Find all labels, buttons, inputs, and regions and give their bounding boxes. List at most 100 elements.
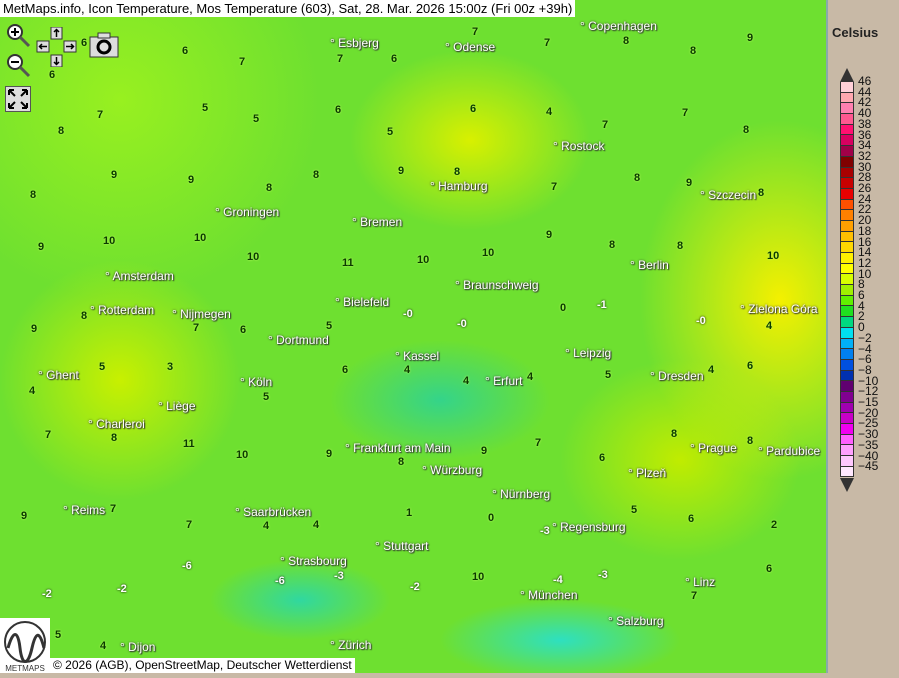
legend-swatch	[840, 349, 854, 360]
legend-unit: Celsius	[832, 25, 879, 40]
legend-swatch	[840, 231, 854, 243]
legend-label: 38	[858, 116, 872, 131]
station-temperature: 4	[263, 520, 270, 532]
station-temperature: 5	[387, 126, 394, 138]
station-temperature: 5	[263, 391, 270, 403]
legend-swatch	[840, 434, 854, 446]
city-label: ° Szczecin	[700, 188, 757, 202]
legend-swatch	[840, 456, 854, 467]
city-label: ° Bremen	[352, 215, 403, 229]
station-temperature: 4	[766, 320, 773, 332]
city-label: ° Reims	[63, 503, 106, 517]
legend-label: 34	[858, 138, 872, 153]
station-temperature: 5	[202, 102, 209, 114]
city-label: ° Prague	[690, 441, 737, 455]
legend-label: 22	[858, 202, 872, 217]
temperature-map[interactable]: ° Esbjerg ° Odense ° Copenhagen ° Rostock ° …	[0, 0, 826, 673]
station-temperature: 9	[546, 229, 553, 241]
station-temperature: -3	[334, 570, 344, 582]
map-title: MetMaps.info, Icon Temperature, Mos Temp…	[0, 0, 576, 17]
legend-label: 32	[858, 148, 872, 163]
legend-swatch	[840, 92, 854, 104]
station-temperature: 10	[247, 251, 260, 263]
legend-label: −2	[858, 330, 872, 345]
legend-swatch	[840, 285, 854, 296]
legend-swatch	[840, 253, 854, 264]
legend-label: −8	[858, 362, 872, 377]
station-temperature: 7	[544, 37, 551, 49]
station-temperature: 7	[110, 503, 117, 515]
legend-min-arrow	[840, 478, 854, 492]
station-temperature: 8	[677, 240, 684, 252]
station-temperature: 7	[186, 519, 193, 531]
legend-swatch	[840, 317, 854, 328]
station-temperature: 4	[404, 364, 411, 376]
station-temperature: 10	[236, 449, 249, 461]
legend-label: −6	[858, 352, 872, 367]
station-temperature: -0	[457, 318, 467, 330]
station-temperature: 7	[602, 119, 609, 131]
city-label: ° Charleroi	[88, 417, 145, 431]
station-temperature: 9	[398, 165, 405, 177]
station-temperature: 6	[766, 563, 773, 575]
station-temperature: 7	[472, 26, 479, 38]
station-temperature: 7	[97, 109, 104, 121]
legend-swatch	[840, 156, 854, 168]
station-temperature: 11	[183, 438, 195, 450]
station-temperature: 6	[688, 513, 695, 525]
city-label: ° Saarbrücken	[235, 505, 312, 519]
station-temperature: 6	[470, 103, 477, 115]
city-label: ° Esbjerg	[330, 36, 379, 50]
city-label: ° Leipzig	[565, 346, 612, 360]
legend-label: 8	[858, 277, 865, 292]
station-temperature: -2	[117, 583, 127, 595]
station-temperature: 9	[686, 177, 693, 189]
legend-swatch	[840, 445, 854, 457]
station-temperature: 8	[313, 169, 320, 181]
station-temperature: 9	[481, 445, 488, 457]
zoom-in-icon[interactable]	[5, 22, 31, 48]
legend-swatch	[840, 178, 854, 189]
legend-label: −15	[858, 395, 879, 409]
legend-label: 10	[858, 266, 872, 281]
city-label: ° Braunschweig	[455, 278, 539, 292]
legend-label: 46	[858, 74, 872, 88]
zoom-out-icon[interactable]	[5, 52, 31, 78]
city-label: ° Berlin	[630, 258, 669, 272]
fullscreen-icon[interactable]	[5, 86, 31, 112]
legend-swatch	[840, 220, 854, 232]
station-temperature: 6	[49, 69, 56, 81]
city-label: ° Odense	[445, 40, 496, 54]
city-label: ° Kassel	[395, 349, 440, 363]
city-label: ° Zürich	[330, 638, 372, 652]
legend-swatch	[840, 359, 854, 371]
legend-swatch	[840, 306, 854, 318]
station-temperature: 8	[266, 182, 273, 194]
station-temperature: 8	[758, 187, 765, 199]
pan-arrows-icon[interactable]	[36, 27, 78, 67]
legend-swatch	[840, 391, 854, 403]
station-temperature: 5	[326, 320, 333, 332]
legend-label: 4	[858, 298, 865, 313]
station-temperature: -3	[540, 525, 550, 537]
station-temperature: 7	[682, 107, 689, 119]
color-legend: Celsius 46 44 42 40 38 36 34 32 30 28 26 24 22 20 18 16…	[826, 0, 899, 673]
station-temperature: 8	[111, 432, 118, 444]
camera-icon[interactable]	[89, 32, 119, 58]
station-temperature: 8	[454, 166, 461, 178]
station-temperature: 7	[535, 437, 542, 449]
legend-label: 12	[858, 255, 872, 270]
station-temperature: 7	[337, 53, 344, 65]
station-temperature: 8	[690, 45, 697, 57]
station-temperature: 8	[398, 456, 405, 468]
legend-label: 36	[858, 127, 872, 142]
station-temperature: 7	[193, 322, 200, 334]
legend-label: −45	[858, 459, 879, 474]
legend-swatch	[840, 199, 854, 211]
station-temperature: 10	[472, 571, 485, 583]
station-temperature: 9	[21, 510, 28, 522]
legend-swatch	[840, 242, 854, 253]
station-temperature: 8	[671, 428, 678, 440]
legend-label: −4	[858, 341, 872, 356]
legend-label: 14	[858, 245, 872, 260]
